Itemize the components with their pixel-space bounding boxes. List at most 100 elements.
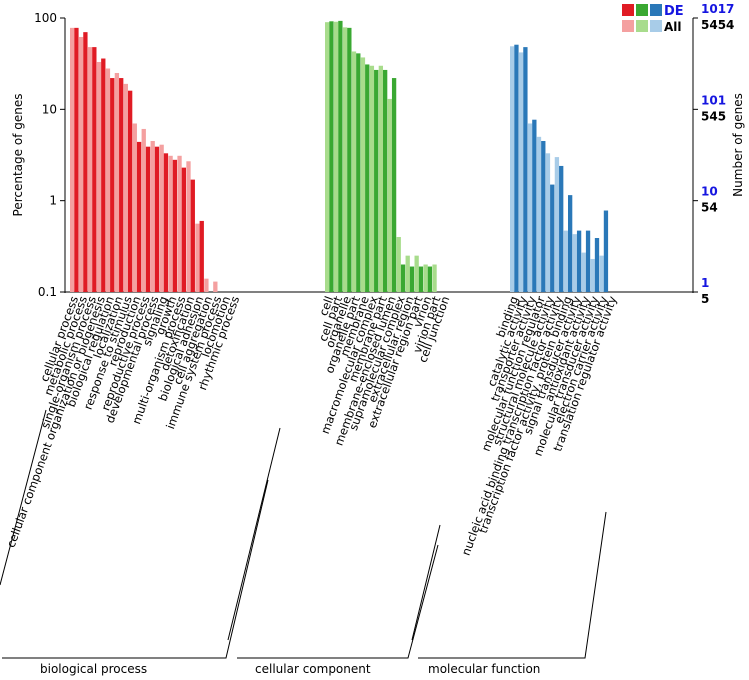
bar-all-cc <box>405 255 410 292</box>
bar-de-bp <box>83 32 88 293</box>
bp-bracket <box>0 409 47 586</box>
bar-de-bp <box>172 159 178 292</box>
bar-de-cc <box>427 266 433 292</box>
bar-de-cc <box>409 266 415 292</box>
bar-all-cc <box>396 237 401 292</box>
right-tick-label-de: 10 <box>701 185 718 199</box>
legend-bp-de-swatch <box>622 4 634 16</box>
bar-all-bp <box>213 281 218 292</box>
cc-group-line <box>237 544 439 659</box>
legend-cc-de-swatch <box>636 4 648 16</box>
bar-all-bp <box>96 61 102 293</box>
bar-de-mf <box>585 230 591 292</box>
bar-all-cc <box>351 51 357 292</box>
bar-de-bp <box>199 220 204 292</box>
bar-all-bp <box>186 161 191 292</box>
bar-all-mf <box>590 258 595 292</box>
bar-de-mf <box>559 165 564 292</box>
bar-de-bp <box>181 167 186 292</box>
bar-de-bp <box>136 141 142 292</box>
bar-de-bp <box>74 27 79 293</box>
left-axis-ticks: 100 10 1 0.1 <box>34 11 65 299</box>
bar-all-bp <box>105 68 111 293</box>
bar-all-cc <box>387 98 392 292</box>
bar-all-cc <box>333 21 339 293</box>
bar-all-mf <box>554 157 560 292</box>
group-brackets: biological process cellular component mo… <box>0 409 607 676</box>
bar-de-cc <box>338 20 343 292</box>
legend-mf-de-swatch <box>650 4 662 16</box>
bar-de-mf <box>603 210 609 292</box>
bar-all-bp <box>177 155 182 292</box>
bar-all-cc <box>378 65 383 292</box>
bar-all-cc <box>423 264 428 292</box>
bar-all-bp <box>204 278 209 292</box>
right-axis-title: Number of genes <box>731 93 745 197</box>
bar-all-mf <box>510 46 515 292</box>
bar-de-cc <box>400 264 406 292</box>
bar-de-mf <box>568 195 573 292</box>
bar-de-bp <box>101 58 106 293</box>
bar-de-bp <box>154 146 160 292</box>
bar-de-cc <box>365 64 370 293</box>
bar-de-bp <box>119 78 124 292</box>
mf-bracket <box>411 524 441 641</box>
bar-de-mf <box>532 119 537 292</box>
bar-de-cc <box>347 27 352 293</box>
bar-all-mf <box>518 52 524 292</box>
bar-de-bp <box>92 47 97 293</box>
bar-all-mf <box>545 153 551 292</box>
mf-group-line <box>418 511 607 659</box>
right-tick-label-de: 1017 <box>701 2 734 16</box>
category-label: cell <box>316 294 336 317</box>
legend: DE All <box>622 4 684 34</box>
bar-de-bp <box>128 90 133 293</box>
bar-de-mf <box>594 238 600 292</box>
bar-all-mf <box>563 230 568 292</box>
bar-de-mf <box>541 141 546 292</box>
cc-bracket <box>227 427 281 641</box>
bar-all-bp <box>150 141 155 292</box>
right-tick-label-all: 5454 <box>701 18 734 32</box>
bar-de-bp <box>163 153 169 292</box>
bar-all-bp <box>114 72 120 292</box>
legend-de-label: DE <box>664 4 684 19</box>
bar-de-cc <box>383 69 388 292</box>
bar-all-mf <box>536 136 542 292</box>
bar-de-mf <box>576 230 582 292</box>
bar-de-bp <box>190 179 195 292</box>
legend-all-label: All <box>664 20 682 34</box>
bar-all-cc <box>414 255 419 292</box>
left-axis-title: Percentage of genes <box>11 94 25 217</box>
bar-all-bp <box>159 144 164 292</box>
group-label-cc: cellular component <box>255 662 371 676</box>
right-axis-ticks: 1017 5454 101 545 10 54 1 5 <box>693 2 734 306</box>
legend-cc-all-swatch <box>636 20 648 32</box>
bar-all-bp <box>87 47 93 293</box>
bar-de-cc <box>391 78 397 292</box>
bars <box>70 20 609 293</box>
right-tick-label-all: 54 <box>701 201 718 215</box>
group-label-bp: biological process <box>40 662 147 676</box>
bar-all-bp <box>78 36 84 292</box>
right-tick-label-de: 1 <box>701 276 709 290</box>
bar-all-cc <box>325 22 330 292</box>
legend-bp-all-swatch <box>622 20 634 32</box>
bar-all-mf <box>527 123 533 292</box>
bar-de-bp <box>110 78 115 292</box>
bar-all-bp <box>123 83 128 292</box>
bar-all-mf <box>581 252 586 292</box>
right-tick-label-all: 545 <box>701 109 726 123</box>
bar-all-cc <box>342 27 348 292</box>
bar-all-bp <box>168 155 173 292</box>
bar-all-cc <box>360 57 366 292</box>
bp-group-line <box>2 479 269 659</box>
bar-de-bp <box>145 146 151 292</box>
bar-de-cc <box>356 53 361 293</box>
bar-all-cc <box>432 264 437 292</box>
left-tick-label: 1 <box>49 194 57 208</box>
bar-all-mf <box>572 234 577 292</box>
